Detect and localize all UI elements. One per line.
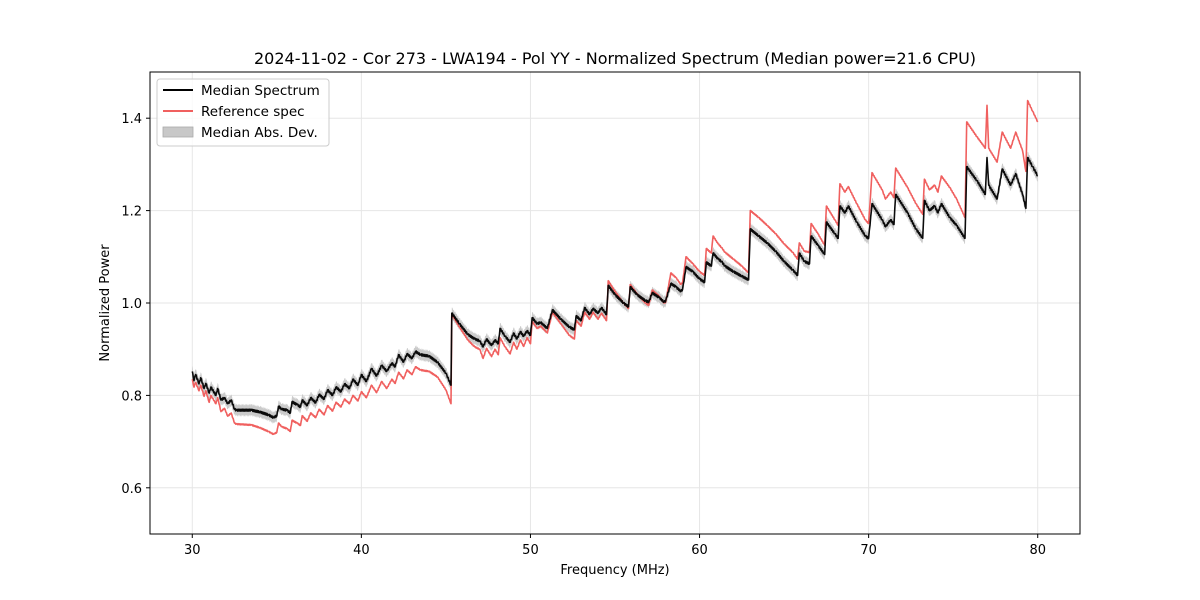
legend: Median Spectrum Reference spec Median Ab…: [156, 78, 330, 147]
legend-reference-label: Reference spec: [201, 104, 305, 120]
reference-spectrum-line: [191, 99, 1039, 436]
x-tick-label: 40: [353, 543, 370, 558]
legend-box: [156, 78, 330, 147]
y-tick-label: 0.6: [121, 482, 142, 497]
legend-median-label: Median Spectrum: [201, 83, 320, 99]
legend-mad-label: Median Abs. Dev.: [201, 125, 318, 141]
y-axis: 0.6 0.8 1.0 1.2 1.4: [121, 112, 150, 497]
y-tick-label: 1.0: [121, 297, 142, 312]
x-tick-label: 70: [860, 543, 877, 558]
chart-title: 2024-11-02 - Cor 273 - LWA194 - Pol YY -…: [254, 49, 976, 68]
median-spectrum-line: [191, 156, 1039, 419]
y-tick-label: 1.4: [121, 112, 142, 127]
x-axis: 30 40 50 60 70 80: [184, 534, 1046, 558]
x-tick-label: 30: [184, 543, 201, 558]
series-layer: [191, 99, 1039, 436]
x-tick-label: 50: [522, 543, 539, 558]
x-axis-label: Frequency (MHz): [560, 563, 669, 578]
grid: [150, 72, 1080, 534]
x-tick-label: 60: [691, 543, 708, 558]
y-axis-label: Normalized Power: [98, 244, 113, 362]
x-tick-label: 80: [1029, 543, 1046, 558]
y-tick-label: 1.2: [121, 205, 142, 220]
legend-mad-swatch: [162, 126, 194, 138]
y-tick-label: 0.8: [121, 389, 142, 404]
